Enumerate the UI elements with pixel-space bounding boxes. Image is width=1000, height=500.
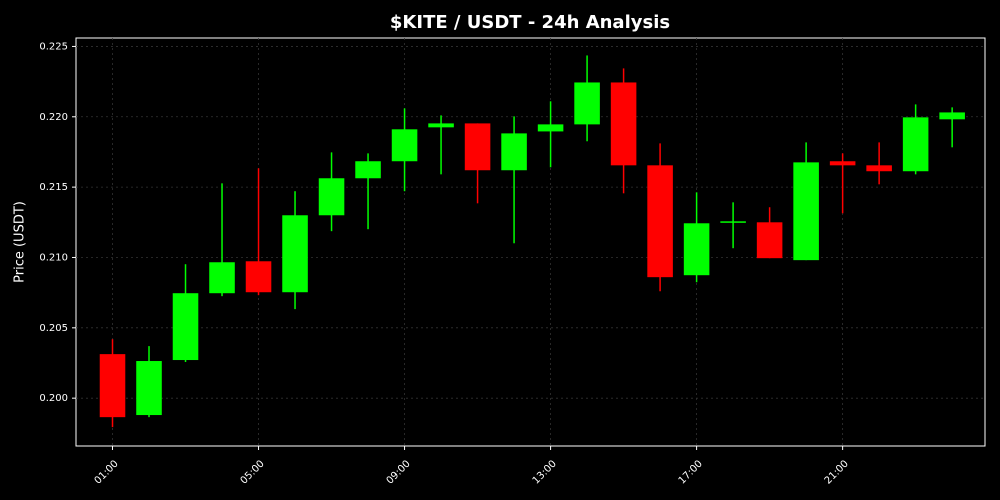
candle-body: [793, 162, 819, 261]
candle-body: [355, 161, 381, 179]
y-tick-label: 0.205: [39, 323, 68, 334]
y-tick-label: 0.220: [39, 112, 68, 123]
candle-body: [172, 293, 199, 361]
candle-body: [647, 165, 673, 278]
candle-body: [574, 82, 600, 125]
candle-body: [428, 123, 454, 128]
y-tick-label: 0.215: [39, 182, 68, 193]
x-tick-label: 17:00: [677, 458, 705, 486]
candle-body: [282, 215, 308, 293]
candle-body: [720, 221, 746, 223]
y-axis-label: Price (USDT): [13, 201, 28, 283]
candle-body: [683, 223, 710, 276]
candle-body: [99, 354, 126, 418]
chart-title: $KITE / USDT - 24h Analysis: [390, 12, 670, 33]
x-tick-label: 09:00: [385, 458, 413, 486]
candle-body: [610, 82, 637, 166]
candle-body: [902, 117, 929, 172]
x-tick-label: 01:00: [93, 458, 121, 486]
candle-body: [866, 165, 892, 172]
y-tick-label: 0.200: [39, 393, 68, 404]
x-tick-label: 13:00: [531, 458, 559, 486]
candle-body: [391, 129, 418, 162]
candle-body: [939, 112, 965, 120]
candle-body: [756, 222, 783, 259]
candle-body: [245, 261, 272, 293]
candle-body: [318, 178, 345, 216]
candle-body: [209, 262, 235, 294]
x-tick-label: 05:00: [239, 458, 267, 486]
y-tick-label: 0.210: [39, 252, 68, 263]
plot-frame: [75, 37, 986, 447]
candle-body: [829, 161, 856, 166]
candle-body: [464, 123, 491, 171]
candle-body: [136, 361, 162, 416]
candle-body: [501, 133, 527, 171]
candle-body: [537, 124, 564, 132]
y-tick-label: 0.225: [39, 41, 68, 52]
x-tick-label: 21:00: [823, 458, 851, 486]
